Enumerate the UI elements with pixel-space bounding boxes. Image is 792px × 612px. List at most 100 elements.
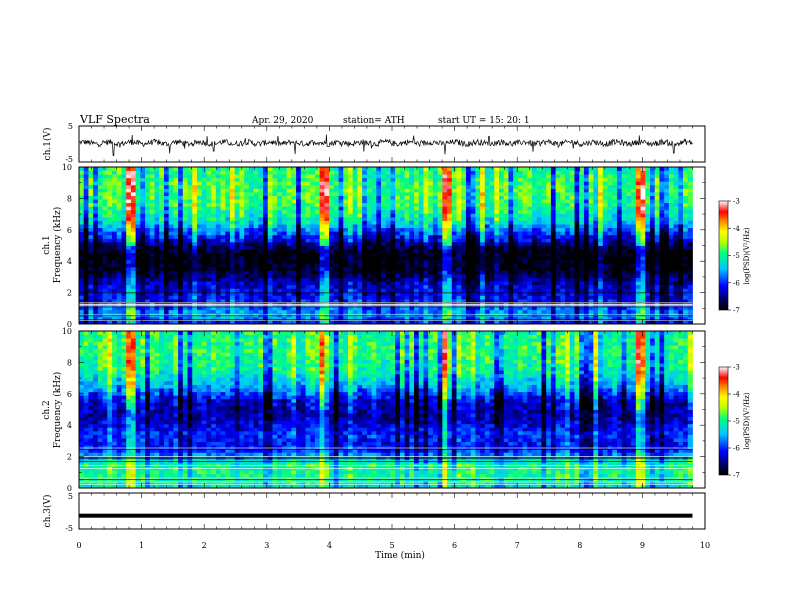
spectrogram-cell: [178, 270, 184, 275]
spectrogram-cell: [107, 224, 113, 229]
spectrogram-cell: [371, 259, 377, 264]
spectrogram-cell: [310, 224, 316, 229]
spectrogram-cell: [583, 252, 590, 257]
spectrogram-cell: [140, 231, 146, 236]
spectrogram-cell: [258, 266, 264, 271]
spectrogram-cell: [300, 281, 306, 286]
spectrogram-cell: [277, 320, 283, 325]
spectrogram-cell: [555, 288, 561, 293]
spectrogram-cell: [187, 263, 193, 268]
spectrogram-cell: [135, 316, 141, 321]
spectrogram-cell: [97, 199, 103, 204]
spectrogram-cell: [593, 245, 599, 250]
spectrogram-cell: [286, 206, 292, 211]
spectrogram-cell: [263, 252, 269, 257]
spectrogram-cell: [286, 306, 292, 311]
spectrogram-cell: [432, 259, 439, 264]
spectrogram-cell: [225, 309, 231, 314]
spectrogram-cell: [253, 295, 259, 300]
spectrogram-cell: [173, 209, 179, 214]
spectrogram-cell: [314, 213, 321, 218]
spectrogram-cell: [536, 206, 542, 211]
spectrogram-cell: [465, 256, 472, 261]
spectrogram-cell: [201, 252, 207, 257]
spectrogram-cell: [442, 241, 448, 246]
spectrogram-cell: [121, 170, 127, 175]
spectrogram-cell: [102, 277, 108, 282]
spectrogram-cell: [319, 306, 325, 311]
spectrogram-cell: [296, 291, 302, 296]
spectrogram-cell: [310, 234, 316, 239]
spectrogram-cell: [536, 191, 542, 196]
spectrogram-cell: [267, 316, 273, 321]
spectrogram-cell: [555, 220, 561, 225]
spectrogram-cell: [324, 220, 330, 225]
spectrogram-cell: [102, 188, 108, 193]
spectrogram-cell: [296, 220, 302, 225]
spectrogram-cell: [149, 259, 155, 264]
spectrogram-cell: [593, 188, 599, 193]
spectrogram-cell: [357, 266, 363, 271]
spectrogram-cell: [517, 195, 523, 200]
spectrogram-cell: [579, 309, 585, 314]
spectrogram-cell: [220, 256, 226, 261]
spectrogram-cell: [220, 184, 226, 189]
spectrogram-cell: [211, 195, 217, 200]
spectrogram-cell: [130, 313, 137, 318]
spectrogram-cell: [513, 202, 519, 207]
spectrogram-cell: [97, 177, 103, 182]
spectrogram-cell: [140, 238, 146, 243]
spectrogram-cell: [343, 213, 349, 218]
spectrogram-cell: [79, 209, 85, 214]
spectrogram-cell: [494, 202, 500, 207]
spectrogram-cell: [362, 306, 368, 311]
spectrogram-cell: [560, 220, 566, 225]
spectrogram-cell: [499, 274, 505, 279]
spectrogram-cell: [291, 256, 297, 261]
spectrogram-cell: [263, 263, 269, 268]
spectrogram-cell: [248, 188, 255, 193]
spectrogram-cell: [324, 174, 330, 179]
spectrogram-cell: [447, 234, 453, 239]
spectrogram-cell: [508, 252, 514, 257]
spectrogram-cell: [163, 191, 170, 196]
spectrogram-cell: [130, 184, 137, 189]
spectrogram-cell: [352, 213, 358, 218]
spectrogram-cell: [263, 295, 269, 300]
spectrogram-cell: [201, 170, 207, 175]
spectrogram-cell: [470, 181, 476, 186]
spectrogram-cell: [409, 195, 415, 200]
spectrogram-cell: [447, 184, 453, 189]
spectrogram-cell: [286, 309, 292, 314]
spectrogram-cell: [376, 306, 382, 311]
spectrogram-cell: [329, 220, 335, 225]
spectrogram-cell: [366, 195, 372, 200]
spectrogram-cell: [503, 277, 509, 282]
spectrogram-cell: [201, 256, 207, 261]
spectrogram-cell: [343, 306, 349, 311]
spectrogram-cell: [79, 224, 85, 229]
spectrogram-cell: [244, 213, 250, 218]
spectrogram-cell: [503, 202, 509, 207]
spectrogram-cell: [395, 281, 401, 286]
spectrogram-cell: [97, 256, 103, 261]
spectrogram-cell: [281, 234, 288, 239]
spectrogram-cell: [461, 209, 467, 214]
spectrogram-cell: [480, 220, 486, 225]
spectrogram-cell: [168, 288, 174, 293]
spectrogram-cell: [550, 320, 557, 325]
spectrogram-cell: [168, 284, 174, 289]
spectrogram-cell: [234, 281, 240, 286]
spectrogram-cell: [484, 270, 490, 275]
spectrogram-cell: [225, 263, 231, 268]
spectrogram-cell: [211, 231, 217, 236]
spectrogram-cell: [258, 238, 264, 243]
spectrogram-cell: [376, 249, 382, 254]
spectrogram-cell: [517, 263, 523, 268]
spectrogram-cell: [489, 263, 495, 268]
spectrogram-cell: [437, 191, 443, 196]
spectrogram-cell: [569, 216, 575, 221]
spectrogram-cell: [418, 238, 424, 243]
spectrogram-cell: [314, 320, 321, 325]
spectrogram-cell: [517, 170, 523, 175]
